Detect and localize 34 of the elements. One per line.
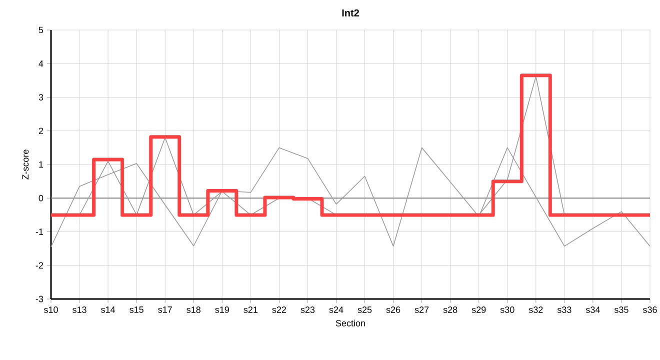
x-axis-title: Section [336,320,365,326]
y-tick-label: 5 [38,26,44,34]
x-tick-label: s17 [158,306,172,313]
x-tick-label: s10 [44,306,58,313]
x-tick-label: s35 [614,306,628,313]
x-tick-label: s23 [300,306,315,313]
x-tick-label: s22 [272,306,286,313]
x-tick-label: s28 [443,306,458,313]
x-tick-label: s32 [528,306,543,313]
y-tick-label: 1 [39,161,44,168]
y-tick-label: -2 [36,262,44,269]
x-tick-label: s13 [72,306,86,313]
x-tick-label: s24 [329,306,344,313]
x-tick-label: s27 [414,306,429,313]
x-tick-label: s36 [643,306,657,313]
x-tick-label: s15 [130,306,144,313]
x-tick-label: s21 [244,306,258,313]
x-tick-label: s34 [586,306,600,313]
x-tick-label: s19 [215,306,229,313]
x-tick-label: s25 [358,306,372,313]
y-tick-label: -1 [36,228,44,235]
x-tick-label: s14 [101,306,116,313]
y-tick-label: 2 [38,128,44,134]
y-tick-label: 4 [38,60,44,67]
y-axis-title: Z-score [22,150,29,180]
x-tick-label: s29 [472,306,486,313]
x-tick-label: s30 [500,306,514,313]
x-tick-label: s26 [386,306,400,313]
x-tick-label: s33 [557,306,572,313]
y-tick-label: -3 [36,296,44,302]
x-tick-label: s18 [186,306,200,313]
y-tick-label: 0 [38,194,44,202]
chart-title: Int2 [342,9,359,16]
y-tick-label: 3 [38,94,44,100]
